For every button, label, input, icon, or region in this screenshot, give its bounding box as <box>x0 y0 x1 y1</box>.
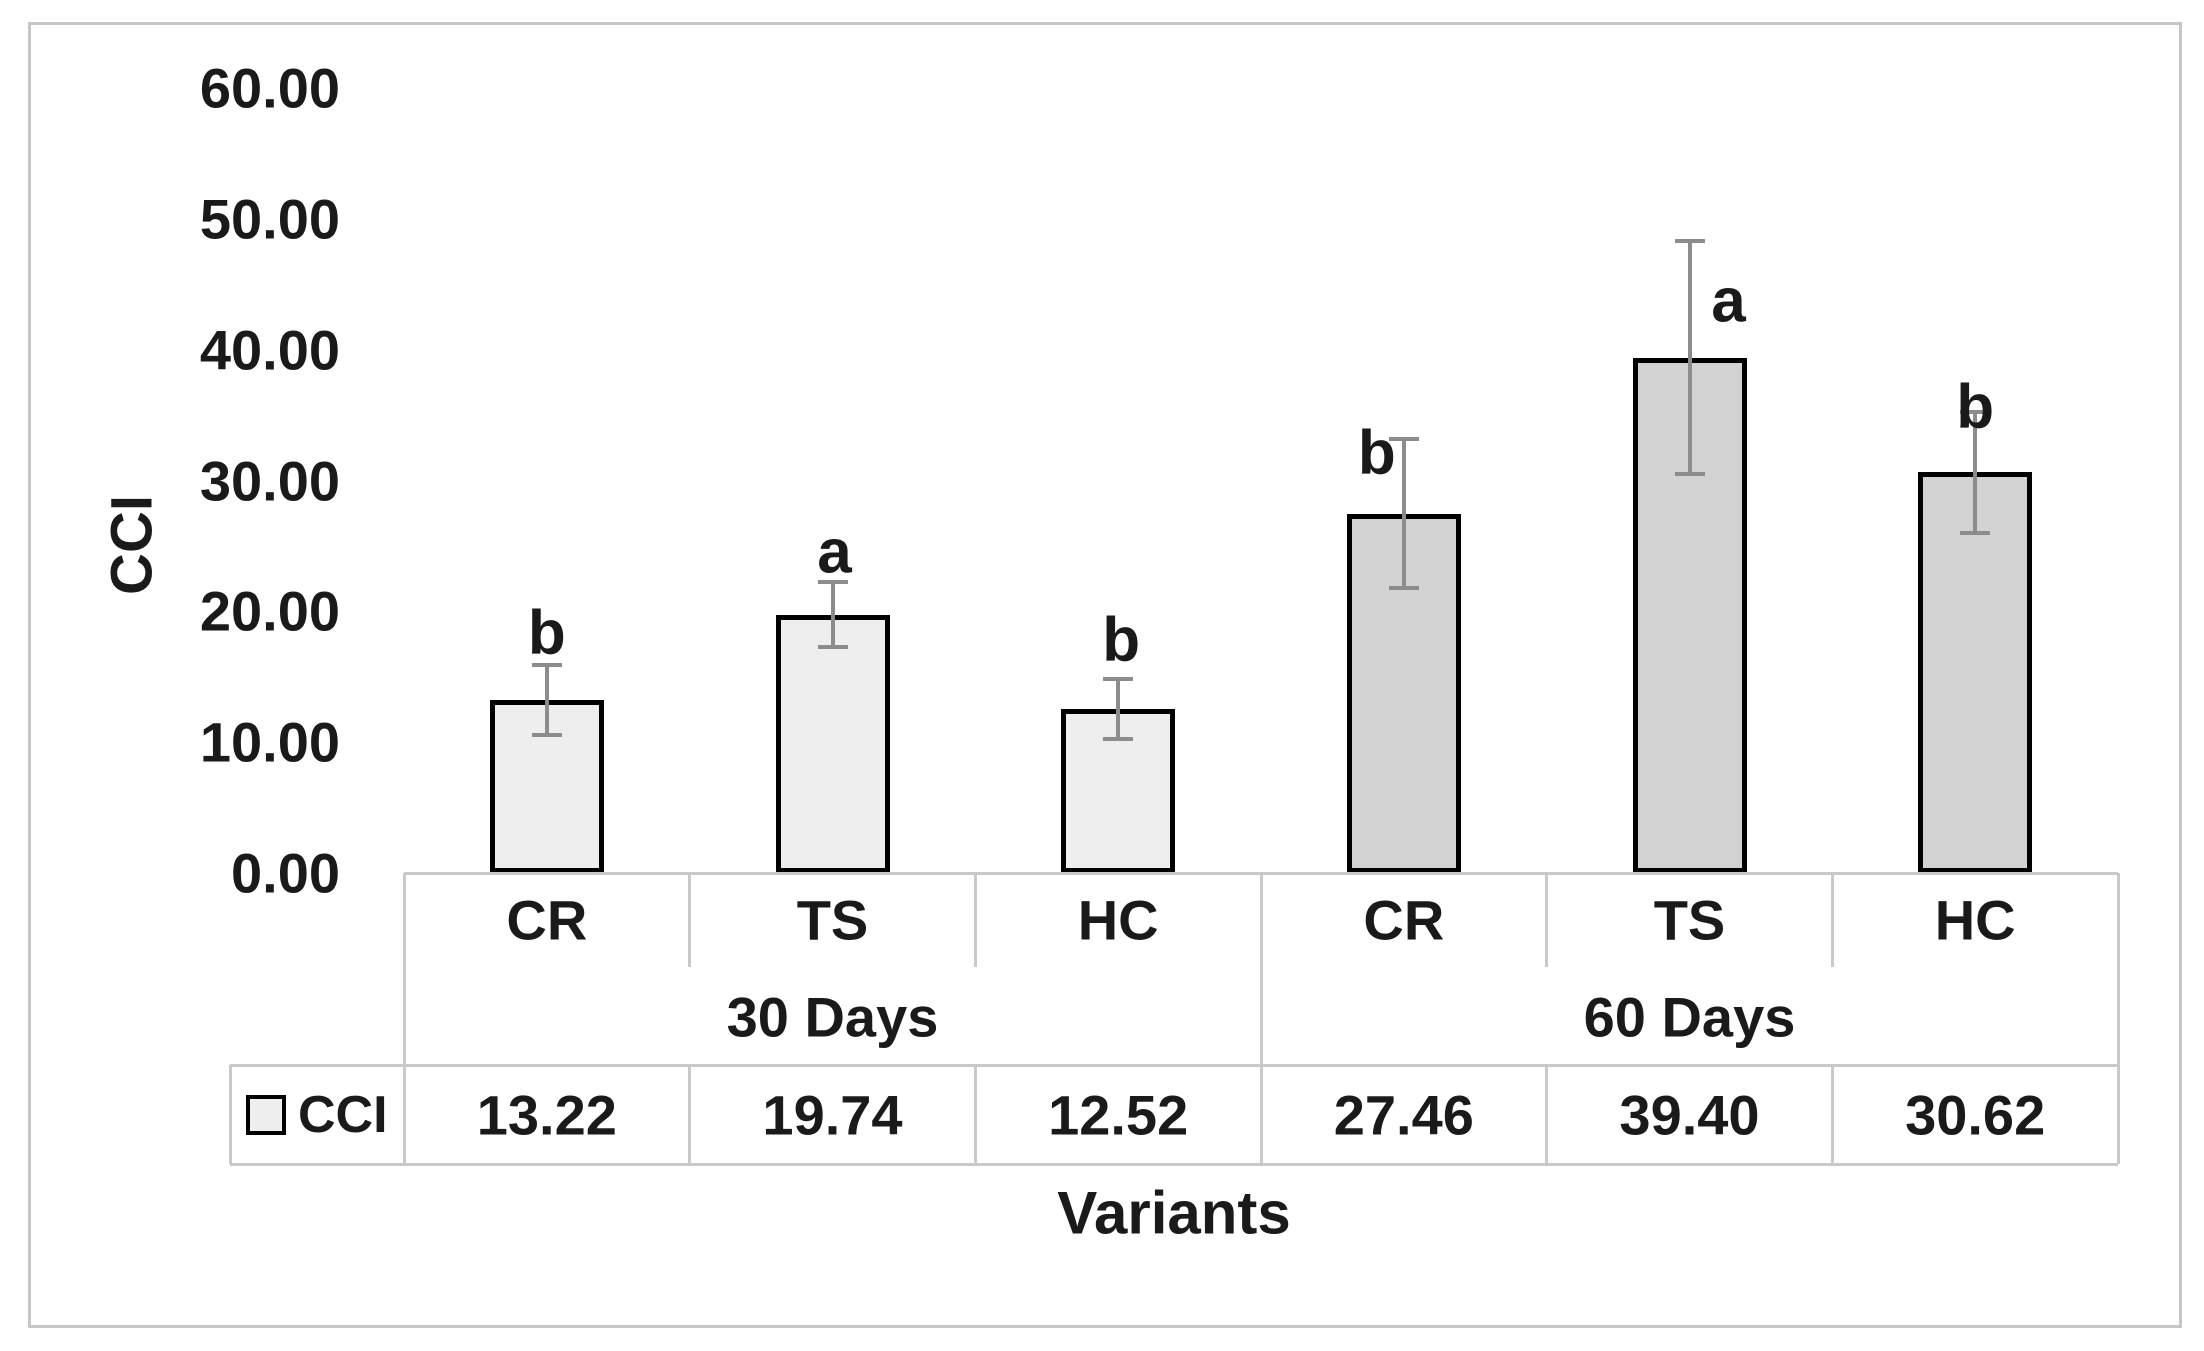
y-tick-label: 30.00 <box>199 449 340 512</box>
error-bar-cap <box>1388 437 1419 442</box>
significance-letter: b <box>527 598 566 668</box>
error-bar <box>1973 412 1978 533</box>
group-divider <box>1259 873 1263 1065</box>
y-tick-label: 20.00 <box>199 579 340 643</box>
data-value: 39.40 <box>1619 1083 1760 1146</box>
significance-letter: b <box>1357 418 1396 488</box>
data-value: 30.62 <box>1905 1083 2046 1146</box>
error-bar-cap <box>817 645 848 650</box>
data-value: 12.52 <box>1048 1083 1189 1146</box>
variant-label: TS <box>1653 888 1726 952</box>
error-bar-cap <box>1103 737 1134 742</box>
error-bar-cap <box>531 733 562 738</box>
legend-key-swatch <box>246 1094 286 1135</box>
error-bar-cap <box>1103 677 1134 682</box>
legend-cell-left-line <box>228 1065 232 1164</box>
data-row-divider <box>1545 1065 1549 1164</box>
y-tick-label: 0.00 <box>231 841 340 905</box>
significance-letter: b <box>1102 605 1141 675</box>
y-tick-label: 40.00 <box>199 318 340 382</box>
y-tick-label: 10.00 <box>199 710 340 774</box>
data-row-divider <box>1259 1065 1263 1164</box>
y-tick-label: 60.00 <box>199 56 340 120</box>
significance-letter: a <box>817 517 852 587</box>
table-right-line <box>2116 873 2120 1164</box>
data-value: 27.46 <box>1333 1083 1474 1146</box>
error-bar <box>1116 679 1121 740</box>
variant-label: HC <box>1077 888 1159 952</box>
error-bar <box>1401 439 1406 589</box>
error-bar <box>830 582 835 648</box>
table-header-separator <box>230 1063 2118 1067</box>
figure-border <box>28 22 2182 1328</box>
bar-30days-ts <box>775 614 890 873</box>
data-value: 19.74 <box>762 1083 903 1146</box>
error-bar-cap <box>1388 586 1419 591</box>
x-axis-title: Variants <box>1057 1179 1291 1247</box>
error-bar-cap <box>1674 471 1705 476</box>
variant-label: HC <box>1934 888 2016 952</box>
bar-60days-hc <box>1918 472 2033 873</box>
data-row-divider <box>973 1065 977 1164</box>
error-bar <box>544 664 549 736</box>
variant-divider <box>1545 873 1549 967</box>
error-bar-cap <box>1674 239 1705 244</box>
variant-divider <box>1830 873 1834 967</box>
significance-letter: a <box>1711 266 1746 336</box>
error-bar-cap <box>817 580 848 585</box>
group-label: 30 Days <box>726 985 939 1049</box>
y-tick-label: 50.00 <box>199 187 340 251</box>
table-left-line <box>402 873 406 1164</box>
group-label: 60 Days <box>1583 985 1796 1049</box>
variant-divider <box>973 873 977 967</box>
error-bar-cap <box>1960 410 1991 415</box>
error-bar-cap <box>1960 530 1991 535</box>
error-bar <box>1687 241 1692 474</box>
variant-label: CR <box>506 888 588 952</box>
variant-label: CR <box>1363 888 1445 952</box>
legend-series-name: CCI <box>298 1085 388 1144</box>
table-bottom-line <box>230 1162 2118 1166</box>
data-value: 13.22 <box>476 1083 617 1146</box>
variant-divider <box>688 873 692 967</box>
data-row-divider <box>688 1065 692 1164</box>
error-bar-cap <box>531 662 562 667</box>
variant-label: TS <box>796 888 869 952</box>
significance-letter: b <box>1956 372 1995 442</box>
data-row-divider <box>1830 1065 1834 1164</box>
